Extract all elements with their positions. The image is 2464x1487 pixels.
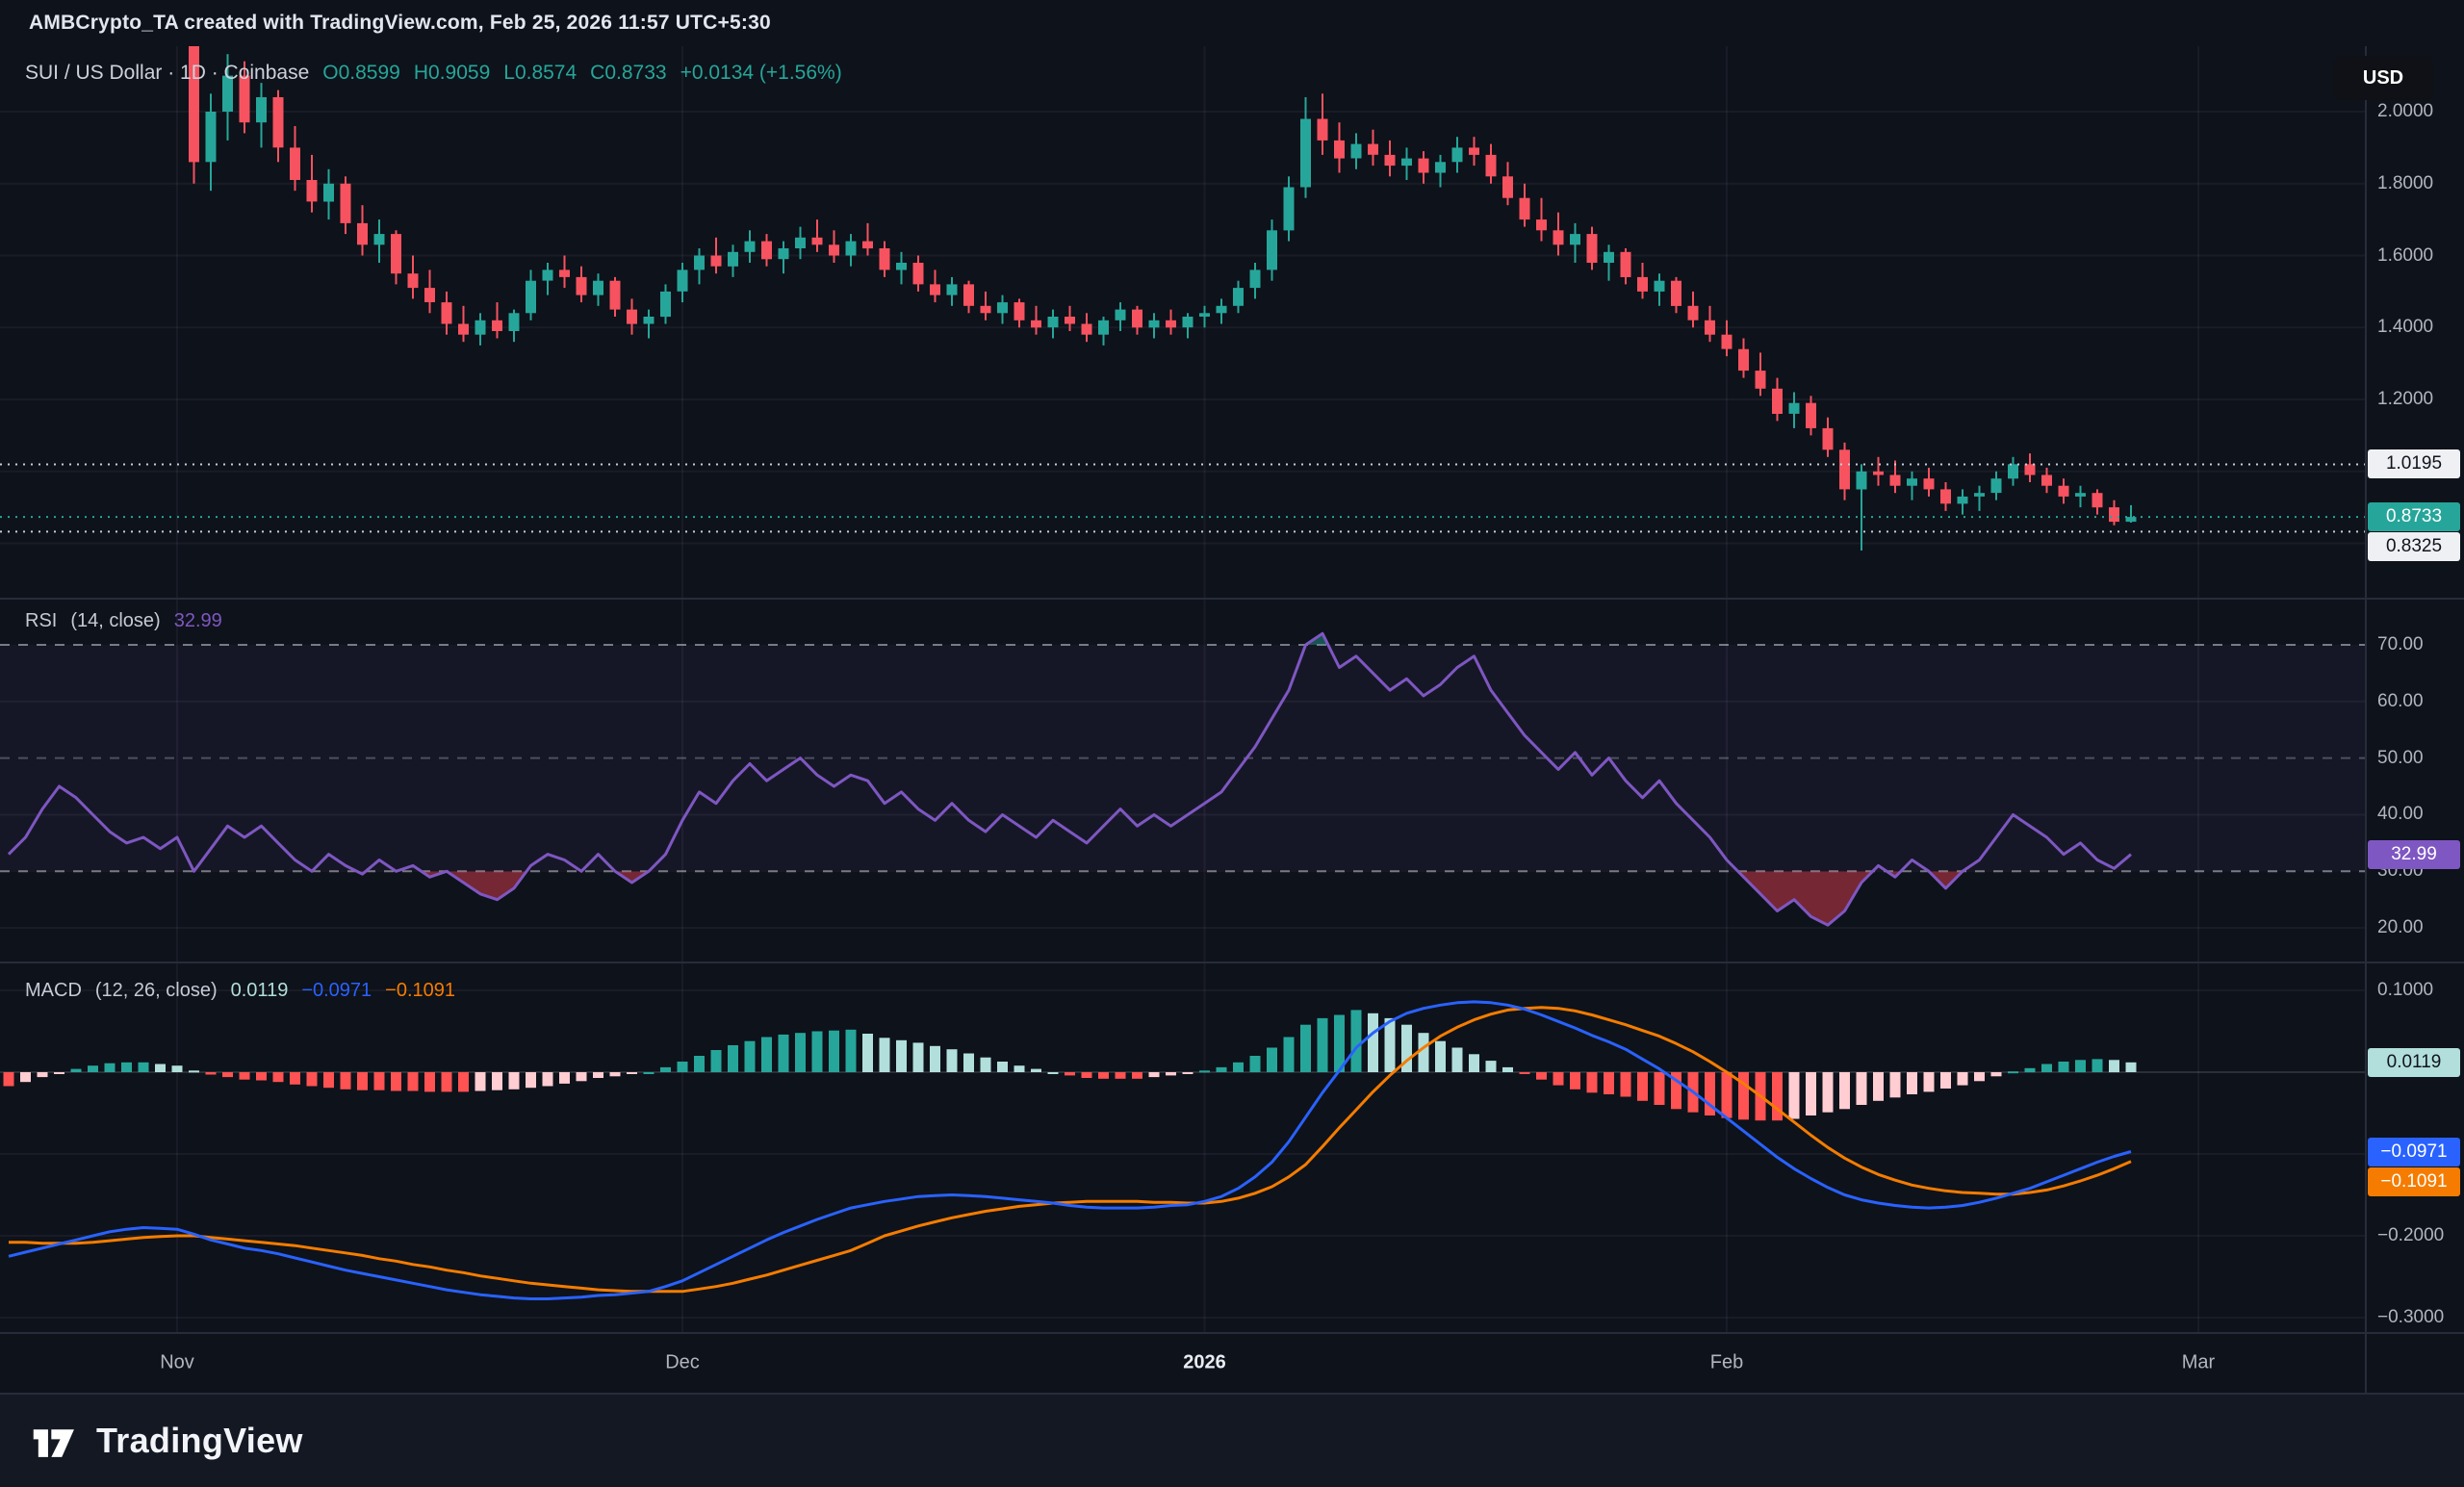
macd-line-value: −0.0971 [301, 980, 372, 1001]
macd-params: (12, 26, close) [94, 980, 218, 1001]
rsi-axis-label: 60.00 [2377, 690, 2424, 711]
symbol-legend: SUI / US Dollar · 1D · Coinbase O0.8599 … [25, 62, 842, 85]
time-axis-label: Nov [160, 1351, 194, 1373]
rsi-value: 32.99 [173, 610, 222, 631]
time-axis-label: 2026 [1183, 1351, 1226, 1373]
time-axis-label: Mar [2181, 1351, 2216, 1373]
macd-legend: MACD (12, 26, close) 0.0119 −0.0971 −0.1… [25, 980, 455, 1002]
macd-name: MACD [25, 980, 82, 1001]
tradingview-brand-link[interactable]: TradingView [27, 1415, 303, 1467]
rsi-params: (14, close) [70, 610, 161, 631]
macd-signal-value: −0.1091 [385, 980, 456, 1001]
ohlc-high: H0.9059 [413, 62, 491, 84]
ohlc-close: C0.8733 [590, 62, 667, 84]
rsi-name: RSI [25, 610, 58, 631]
rsi-axis-label: 40.00 [2377, 804, 2424, 825]
macd-hist-value: 0.0119 [230, 980, 289, 1001]
price-axis-badge: 0.8325 [2368, 532, 2460, 562]
ohlc-open: O0.8599 [322, 62, 400, 84]
time-axis-label: Feb [1709, 1351, 1744, 1373]
price-axis-label: 1.6000 [2377, 244, 2434, 266]
price-axis-label: 1.4000 [2377, 317, 2434, 338]
attribution-bar: AMBCrypto_TA created with TradingView.co… [0, 0, 2464, 46]
rsi-axis-label: 70.00 [2377, 634, 2424, 654]
rsi-axis-label: 50.00 [2377, 747, 2424, 768]
price-axis-label: 1.2000 [2377, 389, 2434, 409]
price-axis-badge: 0.8733 [2368, 502, 2460, 532]
price-change: +0.0134 (+1.56%) [680, 62, 842, 84]
tradingview-brand-text: TradingView [96, 1421, 303, 1460]
currency-toggle-button[interactable]: USD [2333, 56, 2433, 100]
price-axis-label: 1.8000 [2377, 172, 2434, 193]
symbol-title: SUI / US Dollar · 1D · Coinbase [25, 62, 310, 84]
macd-axis-label: 0.1000 [2377, 980, 2434, 1000]
tradingview-logo-icon [27, 1415, 79, 1467]
rsi-axis-label: 20.00 [2377, 917, 2424, 938]
attribution-text: AMBCrypto_TA created with TradingView.co… [29, 12, 771, 34]
price-axis-label: 2.0000 [2377, 101, 2434, 121]
footer-bar: TradingView [0, 1395, 2464, 1487]
macd-axis-badge: −0.1091 [2368, 1167, 2460, 1196]
time-axis-label: Dec [665, 1351, 700, 1373]
macd-axis-label: −0.2000 [2377, 1225, 2445, 1245]
price-axis-badge: 1.0195 [2368, 449, 2460, 479]
macd-axis-badge: 0.0119 [2368, 1047, 2460, 1077]
ohlc-low: L0.8574 [503, 62, 578, 84]
macd-axis-badge: −0.0971 [2368, 1137, 2460, 1167]
rsi-legend: RSI (14, close) 32.99 [25, 610, 222, 632]
macd-axis-label: −0.3000 [2377, 1307, 2445, 1327]
rsi-axis-badge: 32.99 [2368, 839, 2460, 869]
